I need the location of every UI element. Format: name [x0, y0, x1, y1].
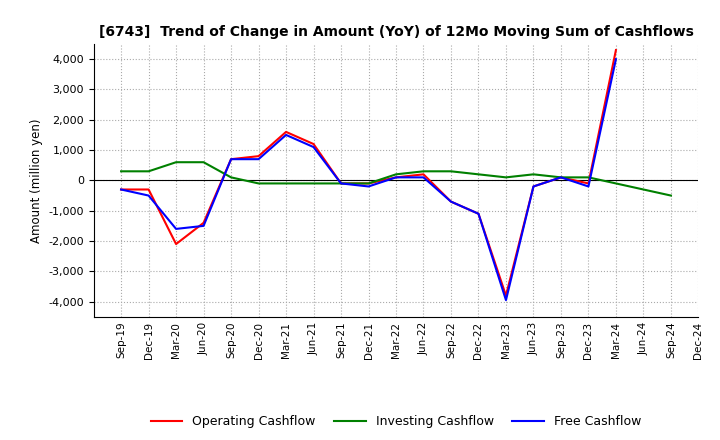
Title: [6743]  Trend of Change in Amount (YoY) of 12Mo Moving Sum of Cashflows: [6743] Trend of Change in Amount (YoY) o…	[99, 25, 693, 39]
Free Cashflow	[474, 211, 483, 216]
Investing Cashflow	[419, 169, 428, 174]
Operating Cashflow	[337, 181, 346, 186]
Investing Cashflow	[557, 175, 565, 180]
Investing Cashflow	[502, 175, 510, 180]
Investing Cashflow	[199, 160, 208, 165]
Free Cashflow	[529, 184, 538, 189]
Operating Cashflow	[364, 181, 373, 186]
Operating Cashflow	[584, 181, 593, 186]
Free Cashflow	[392, 175, 400, 180]
Investing Cashflow	[364, 181, 373, 186]
Investing Cashflow	[172, 160, 181, 165]
Free Cashflow	[502, 297, 510, 303]
Free Cashflow	[227, 157, 235, 162]
Investing Cashflow	[227, 175, 235, 180]
Investing Cashflow	[639, 187, 648, 192]
Operating Cashflow	[529, 184, 538, 189]
Investing Cashflow	[446, 169, 455, 174]
Operating Cashflow	[392, 175, 400, 180]
Legend: Operating Cashflow, Investing Cashflow, Free Cashflow: Operating Cashflow, Investing Cashflow, …	[146, 411, 646, 433]
Free Cashflow	[172, 226, 181, 231]
Line: Free Cashflow: Free Cashflow	[121, 59, 616, 300]
Investing Cashflow	[392, 172, 400, 177]
Line: Investing Cashflow: Investing Cashflow	[121, 162, 671, 195]
Investing Cashflow	[667, 193, 675, 198]
Operating Cashflow	[502, 293, 510, 298]
Free Cashflow	[309, 144, 318, 150]
Operating Cashflow	[199, 220, 208, 225]
Operating Cashflow	[117, 187, 125, 192]
Operating Cashflow	[419, 172, 428, 177]
Operating Cashflow	[474, 211, 483, 216]
Free Cashflow	[117, 187, 125, 192]
Investing Cashflow	[254, 181, 263, 186]
Free Cashflow	[282, 132, 290, 138]
Investing Cashflow	[337, 181, 346, 186]
Free Cashflow	[584, 184, 593, 189]
Operating Cashflow	[446, 199, 455, 204]
Free Cashflow	[364, 184, 373, 189]
Investing Cashflow	[529, 172, 538, 177]
Free Cashflow	[611, 56, 620, 62]
Operating Cashflow	[227, 157, 235, 162]
Investing Cashflow	[117, 169, 125, 174]
Line: Operating Cashflow: Operating Cashflow	[121, 50, 616, 296]
Free Cashflow	[446, 199, 455, 204]
Operating Cashflow	[611, 48, 620, 53]
Free Cashflow	[144, 193, 153, 198]
Free Cashflow	[419, 175, 428, 180]
Operating Cashflow	[254, 154, 263, 159]
Operating Cashflow	[144, 187, 153, 192]
Investing Cashflow	[474, 172, 483, 177]
Investing Cashflow	[282, 181, 290, 186]
Investing Cashflow	[144, 169, 153, 174]
Free Cashflow	[254, 157, 263, 162]
Operating Cashflow	[557, 175, 565, 180]
Free Cashflow	[337, 181, 346, 186]
Investing Cashflow	[584, 175, 593, 180]
Operating Cashflow	[282, 129, 290, 135]
Investing Cashflow	[611, 181, 620, 186]
Free Cashflow	[199, 223, 208, 228]
Investing Cashflow	[309, 181, 318, 186]
Operating Cashflow	[172, 242, 181, 247]
Y-axis label: Amount (million yen): Amount (million yen)	[30, 118, 42, 242]
Operating Cashflow	[309, 141, 318, 147]
Free Cashflow	[557, 175, 565, 180]
